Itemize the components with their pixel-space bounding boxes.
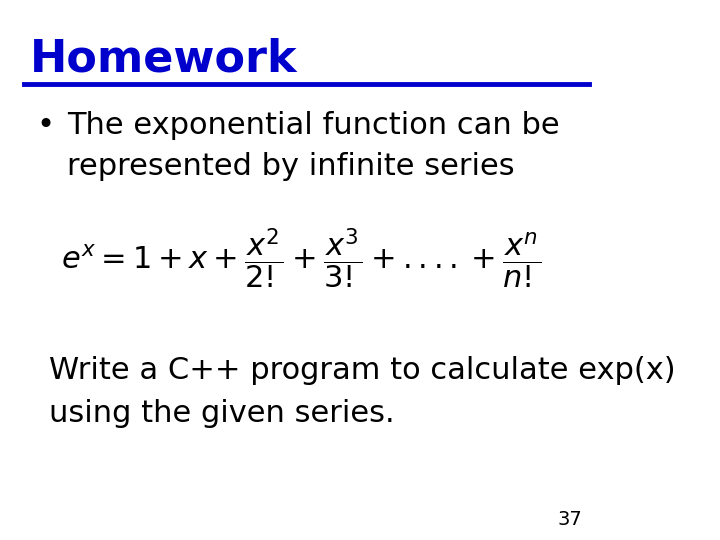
- Text: $e^{x} = 1 + x + \dfrac{x^2}{2!} + \dfrac{x^3}{3!} + .... + \dfrac{x^n}{n!}$: $e^{x} = 1 + x + \dfrac{x^2}{2!} + \dfra…: [60, 227, 541, 291]
- Text: Homework: Homework: [30, 38, 298, 81]
- Text: The exponential function can be: The exponential function can be: [67, 111, 559, 140]
- Text: 37: 37: [558, 510, 582, 529]
- Text: •: •: [37, 111, 55, 140]
- Text: represented by infinite series: represented by infinite series: [67, 152, 514, 181]
- Text: Write a C++ program to calculate exp(x): Write a C++ program to calculate exp(x): [48, 356, 675, 386]
- Text: using the given series.: using the given series.: [48, 399, 394, 428]
